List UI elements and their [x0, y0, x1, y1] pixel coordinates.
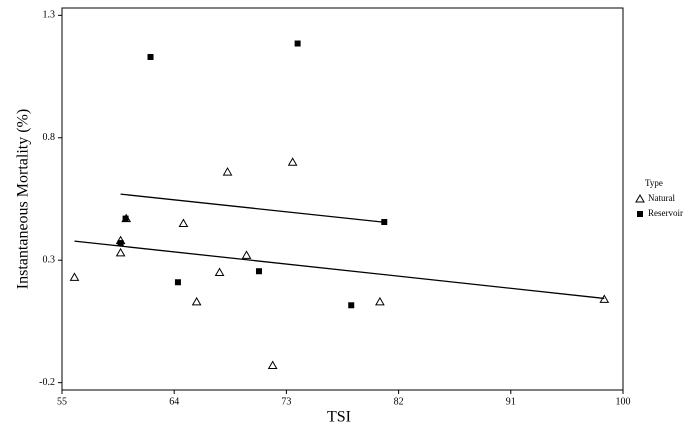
point — [174, 279, 181, 286]
fit-line — [74, 240, 605, 300]
legend-label: Reservoir — [648, 208, 683, 218]
point — [147, 53, 154, 60]
point — [117, 240, 124, 247]
point — [267, 360, 278, 370]
point — [381, 219, 388, 226]
y-tick-label: -0.2 — [39, 377, 55, 388]
x-tick-label: 64 — [169, 396, 179, 407]
point — [222, 167, 233, 176]
point — [375, 296, 385, 306]
legend-label: Natural — [648, 193, 675, 203]
point — [241, 250, 252, 259]
point — [122, 215, 129, 222]
point — [255, 268, 262, 275]
point — [115, 247, 126, 257]
plot-frame — [61, 7, 624, 391]
point — [69, 272, 80, 281]
y-tick-label: 0.8 — [43, 132, 56, 143]
legend-title: Type — [645, 178, 663, 188]
point — [294, 40, 301, 47]
point — [214, 267, 225, 276]
legend-marker — [637, 211, 643, 217]
point — [599, 294, 610, 303]
point — [287, 157, 298, 166]
point — [191, 296, 202, 306]
legend-marker — [635, 193, 645, 203]
y-tick-label: 1.3 — [43, 10, 56, 21]
point — [348, 302, 355, 309]
fit-line — [120, 193, 385, 223]
y-tick-label: 0.3 — [43, 255, 56, 266]
point — [178, 218, 189, 227]
y-axis-label: Instantaneous Mortality (%) — [15, 109, 32, 289]
x-tick-label: 91 — [506, 396, 516, 407]
x-tick-label: 82 — [394, 396, 404, 407]
x-axis-label: TSI — [327, 409, 351, 426]
x-tick-label: 55 — [57, 396, 67, 407]
x-tick-label: 73 — [281, 396, 291, 407]
x-tick-label: 100 — [616, 396, 631, 407]
